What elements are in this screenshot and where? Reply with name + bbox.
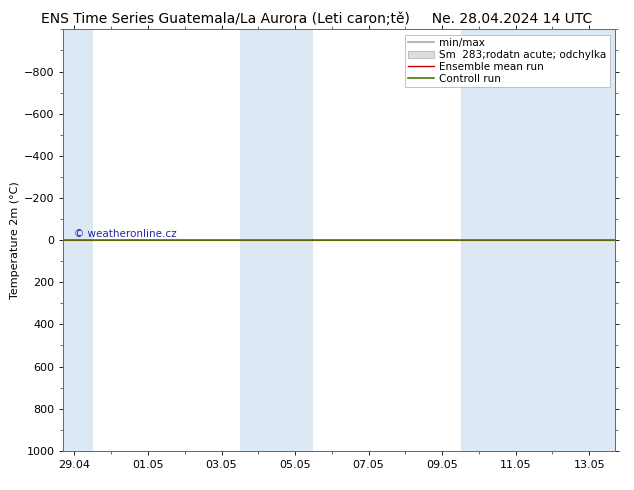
Legend: min/max, Sm  283;rodatn acute; odchylka, Ensemble mean run, Controll run: min/max, Sm 283;rodatn acute; odchylka, … — [405, 35, 610, 87]
Text: ENS Time Series Guatemala/La Aurora (Leti caron;tě)     Ne. 28.04.2024 14 UTC: ENS Time Series Guatemala/La Aurora (Let… — [41, 12, 593, 26]
Text: © weatheronline.cz: © weatheronline.cz — [74, 229, 177, 239]
Bar — [240, 29, 276, 451]
Bar — [276, 29, 313, 451]
Bar — [497, 29, 615, 451]
Y-axis label: Temperature 2m (°C): Temperature 2m (°C) — [10, 181, 20, 299]
Bar — [63, 29, 93, 451]
Bar — [460, 29, 497, 451]
